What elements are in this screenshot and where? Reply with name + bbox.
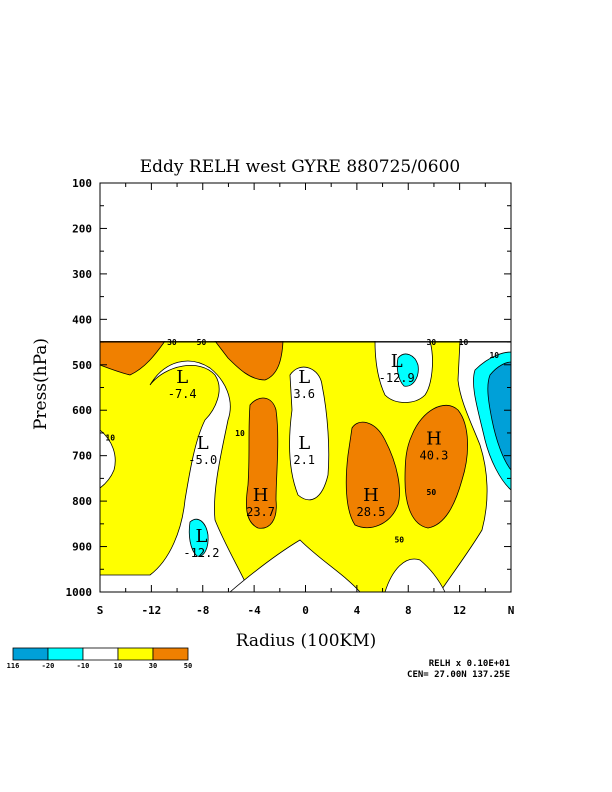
- legend-swatch: [12, 647, 49, 661]
- low-marker: L: [298, 367, 310, 388]
- fill-white-left-edge: [100, 429, 116, 489]
- legend-label: 10: [114, 662, 122, 670]
- y-tick-label: 200: [72, 222, 92, 235]
- extremum-value: 28.5: [357, 505, 386, 519]
- x-tick-label: 0: [302, 604, 309, 617]
- x-tick-label: -4: [248, 604, 262, 617]
- contour-label: 30: [427, 338, 437, 347]
- y-axis: 100 200 300 400 500 600 700 800 900 1000: [66, 177, 511, 599]
- low-marker: L: [391, 351, 403, 372]
- fill-cyan-lower: [188, 518, 209, 557]
- contour-label: 30: [167, 338, 177, 347]
- extremum-value: 40.3: [419, 448, 448, 462]
- y-axis-title: Press(hPa): [31, 338, 51, 430]
- x-tick-label: 4: [354, 604, 361, 617]
- y-tick-label: 900: [72, 541, 92, 554]
- extremum-value: 2.1: [293, 453, 315, 467]
- extremum-value: 3.6: [293, 387, 315, 401]
- high-marker: H: [426, 428, 442, 449]
- y-tick-label: 1000: [66, 586, 93, 599]
- x-axis: S -12 -8 -4 0 4 8 12 N: [97, 183, 515, 617]
- fill-white-bottom: [229, 539, 361, 592]
- fill-orange-left: [246, 397, 279, 529]
- y-tick-label: 300: [72, 268, 92, 281]
- high-marker: H: [253, 485, 269, 506]
- extremum-value: -12.9: [379, 371, 415, 385]
- extremum-value: -5.0: [188, 453, 217, 467]
- contour-label: 10: [459, 338, 469, 347]
- y-tick-label: 800: [72, 495, 92, 508]
- fill-orange-mid: [345, 421, 400, 529]
- y-tick-label: 500: [72, 359, 92, 372]
- x-tick-label: 8: [405, 604, 412, 617]
- fill-white-center: [289, 366, 330, 501]
- low-marker: L: [298, 433, 310, 454]
- low-marker: L: [176, 367, 188, 388]
- x-tick-label: N: [508, 604, 515, 617]
- contour-label: 10: [235, 429, 245, 438]
- low-marker: L: [195, 526, 207, 547]
- footnote-scale: RELH x 0.10E+01: [429, 659, 510, 669]
- legend-label: 116: [7, 662, 20, 670]
- legend-label: 50: [184, 662, 192, 670]
- x-axis-title: Radius (100KM): [236, 631, 377, 651]
- x-tick-label: 12: [453, 604, 466, 617]
- legend-swatch: [47, 647, 84, 661]
- contour-label: 10: [105, 433, 115, 442]
- contour-label: 50: [427, 488, 437, 497]
- fill-orange-right: [404, 405, 468, 529]
- extrema-markers: L-7.4L3.6L-12.9L-5.0L2.1H40.3H23.7H28.5L…: [168, 351, 449, 560]
- x-tick-label: -12: [141, 604, 161, 617]
- fill-white-top-left: [100, 360, 251, 592]
- contour-label: 50: [394, 536, 404, 545]
- x-tick-label: S: [97, 604, 104, 617]
- legend-swatch: [82, 647, 119, 661]
- fill-orange-top-center: [214, 341, 284, 381]
- y-tick-label: 700: [72, 450, 92, 463]
- contour-label: 10: [489, 351, 499, 360]
- legend-label: -10: [77, 662, 90, 670]
- high-marker: H: [363, 485, 379, 506]
- fill-white-bottom-right: [384, 558, 446, 592]
- color-legend: 116 -20 -10 10 30 50: [7, 647, 192, 670]
- contour-labels: 30 50 30 10 10 10 10 50 50: [105, 338, 499, 545]
- legend-swatch: [117, 647, 154, 661]
- extremum-value: -7.4: [168, 387, 197, 401]
- y-tick-label: 600: [72, 404, 92, 417]
- y-tick-label: 400: [72, 313, 92, 326]
- contour-label: 50: [197, 338, 207, 347]
- fill-orange-top-left: [100, 341, 166, 376]
- legend-label: -20: [42, 662, 55, 670]
- fill-blue-right: [487, 361, 511, 471]
- extremum-value: -12.2: [183, 546, 219, 560]
- contour-fills: [100, 341, 511, 592]
- legend-label: 30: [149, 662, 157, 670]
- fill-cyan-upper: [396, 353, 419, 387]
- footnote-center: CEN= 27.00N 137.25E: [407, 670, 510, 680]
- extremum-value: 23.7: [246, 505, 275, 519]
- legend-swatch: [152, 647, 189, 661]
- chart-title: Eddy RELH west GYRE 880725/0600: [140, 157, 461, 177]
- y-tick-label: 100: [72, 177, 92, 190]
- x-tick-label: -8: [196, 604, 209, 617]
- low-marker: L: [197, 433, 209, 454]
